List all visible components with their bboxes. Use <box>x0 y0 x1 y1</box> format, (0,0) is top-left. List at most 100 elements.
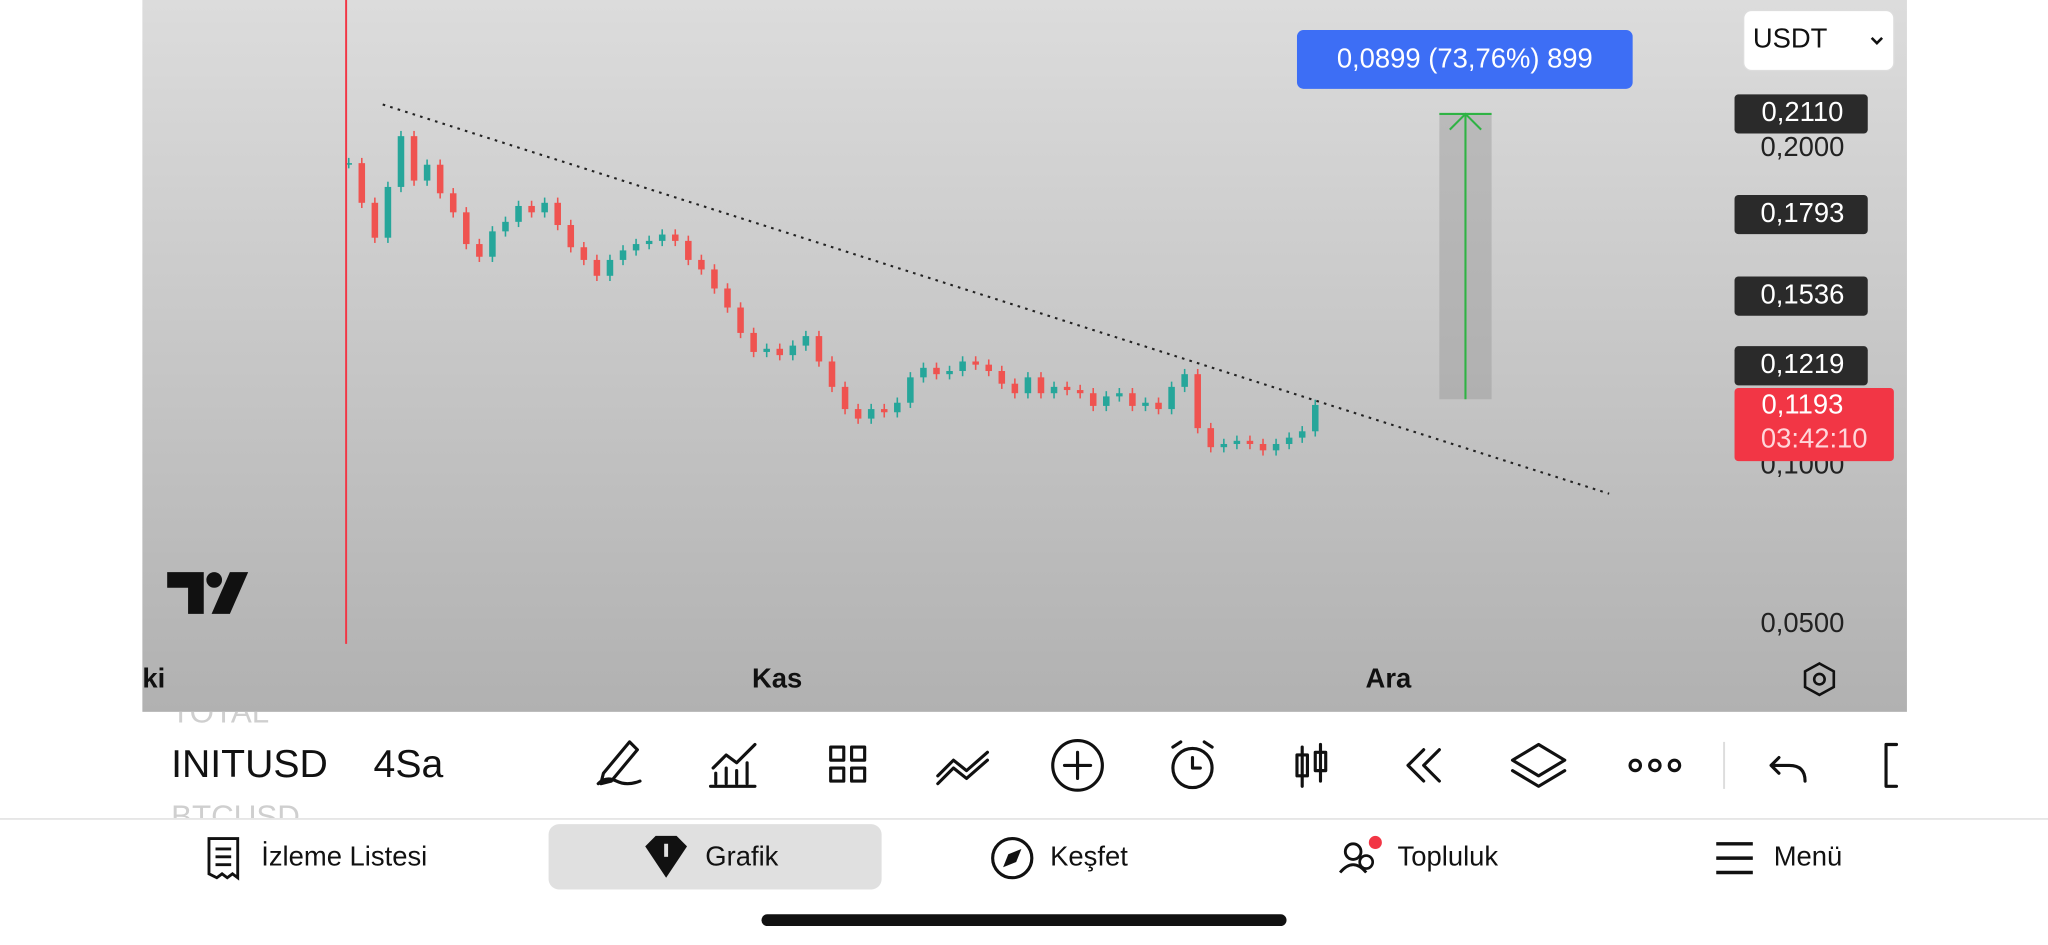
nav-item[interactable]: Topluluk <box>1338 835 1498 874</box>
candle-body <box>606 259 614 276</box>
price-tag <box>1734 194 1868 235</box>
interval[interactable]: 4Sa <box>374 743 444 786</box>
candle-body <box>776 348 784 356</box>
candle-body <box>1076 390 1084 394</box>
candle-body <box>567 225 575 248</box>
fullscreen-icon[interactable] <box>1884 742 1899 788</box>
candle-body <box>894 402 901 413</box>
indicator-icon[interactable] <box>708 742 757 788</box>
nav-label: Grafik <box>705 840 778 871</box>
candle-body <box>436 164 444 194</box>
symbol[interactable]: INITUSD <box>171 743 328 786</box>
candle-body <box>737 307 744 333</box>
candle-body <box>502 221 509 232</box>
candle-body <box>528 205 535 213</box>
candle-body <box>476 244 483 257</box>
candle-body <box>920 367 927 378</box>
nav-item[interactable]: Keşfet <box>991 836 1129 880</box>
candle-body <box>632 244 640 251</box>
measure-label: 0,0899 (73,76%) 899 <box>1337 42 1593 73</box>
price-tag-label: 0,1793 <box>1761 197 1845 228</box>
y-tick-label: 0,0500 <box>1761 607 1845 638</box>
toolbar: TOTAL INITUSD BTCUSD 4Sa <box>171 695 1899 834</box>
y-tick-label: 0,2000 <box>1761 131 1845 162</box>
candle-body <box>1103 396 1110 406</box>
candle-body <box>1312 404 1319 432</box>
undo-icon[interactable] <box>1769 755 1807 783</box>
candle-body <box>554 202 561 226</box>
candle-body <box>685 240 692 260</box>
candle-body <box>1089 393 1097 406</box>
candle-body <box>828 361 836 387</box>
alert-icon[interactable] <box>1171 746 1214 790</box>
price-tag <box>1734 276 1868 316</box>
candle-body <box>541 202 548 213</box>
candle-body <box>345 163 352 165</box>
candle-body <box>463 212 470 245</box>
price-tag-label: 0,1219 <box>1761 348 1845 379</box>
more-icon[interactable] <box>1628 758 1643 773</box>
candle-body <box>802 336 810 346</box>
currency: USDT <box>1753 23 1828 54</box>
x-label: ki <box>142 663 165 694</box>
candle-body <box>1011 383 1019 394</box>
chart-type-icon[interactable] <box>1295 742 1328 788</box>
compare-icon[interactable] <box>936 750 989 786</box>
candle-body <box>489 231 496 257</box>
candle-body <box>854 409 862 419</box>
tv-logo <box>167 572 249 614</box>
candle-body <box>1063 386 1071 391</box>
currency-select[interactable]: USDT <box>1743 9 1895 72</box>
nav-item[interactable]: Menü <box>1716 840 1843 875</box>
candle-body <box>1285 437 1293 444</box>
nav-item[interactable]: İzleme Listesi <box>207 837 427 881</box>
candle-body <box>1142 402 1149 406</box>
nav-item[interactable]: Grafik <box>645 835 779 878</box>
candle-body <box>1233 440 1241 444</box>
candle-body <box>1272 443 1280 451</box>
replay-icon[interactable] <box>1406 748 1441 783</box>
candle-body <box>619 250 627 260</box>
countdown: 03:42:10 <box>1761 422 1868 453</box>
candle-body <box>1024 377 1032 394</box>
chart-area <box>142 0 1907 712</box>
settings-icon[interactable] <box>1803 662 1836 697</box>
candle-body <box>959 361 966 372</box>
last-price-label: 0,1193 <box>1762 389 1844 420</box>
price-tag-label: 0,1536 <box>1761 278 1845 309</box>
candle-body <box>724 288 731 308</box>
candle-body <box>985 364 992 372</box>
candle-body <box>1116 393 1123 397</box>
candle-body <box>763 348 770 352</box>
candle-body <box>880 409 888 413</box>
candle-body <box>815 336 823 362</box>
symbol-ghost: BTCUSD <box>171 799 300 834</box>
candle-body <box>946 371 953 375</box>
candle-body <box>698 259 705 270</box>
price-tag <box>1734 94 1868 134</box>
candle-body <box>998 371 1006 384</box>
measure-box <box>1296 30 1633 89</box>
candle-body <box>580 247 588 260</box>
candle-body <box>423 164 431 181</box>
candle-body <box>972 361 979 365</box>
add-icon[interactable] <box>1051 739 1104 792</box>
x-label: Ara <box>1366 663 1412 694</box>
candle-body <box>1168 386 1175 410</box>
x-label: Kas <box>752 663 802 694</box>
candle-body <box>358 163 366 203</box>
price-tag <box>1734 346 1868 386</box>
candle-body <box>750 332 757 352</box>
candle-body <box>371 202 379 238</box>
candle-body <box>1220 443 1228 448</box>
nav-label: Menü <box>1774 840 1843 871</box>
symbol-ghost: TOTAL <box>171 695 269 730</box>
candle-body <box>907 377 914 403</box>
draw-icon[interactable] <box>596 740 642 786</box>
nav-label: Keşfet <box>1050 840 1128 871</box>
last-price-tag <box>1734 387 1894 462</box>
candle-body <box>1207 428 1215 448</box>
layers-icon[interactable] <box>1510 742 1567 788</box>
candle-body <box>1129 393 1136 406</box>
layout-icon[interactable] <box>829 745 867 783</box>
